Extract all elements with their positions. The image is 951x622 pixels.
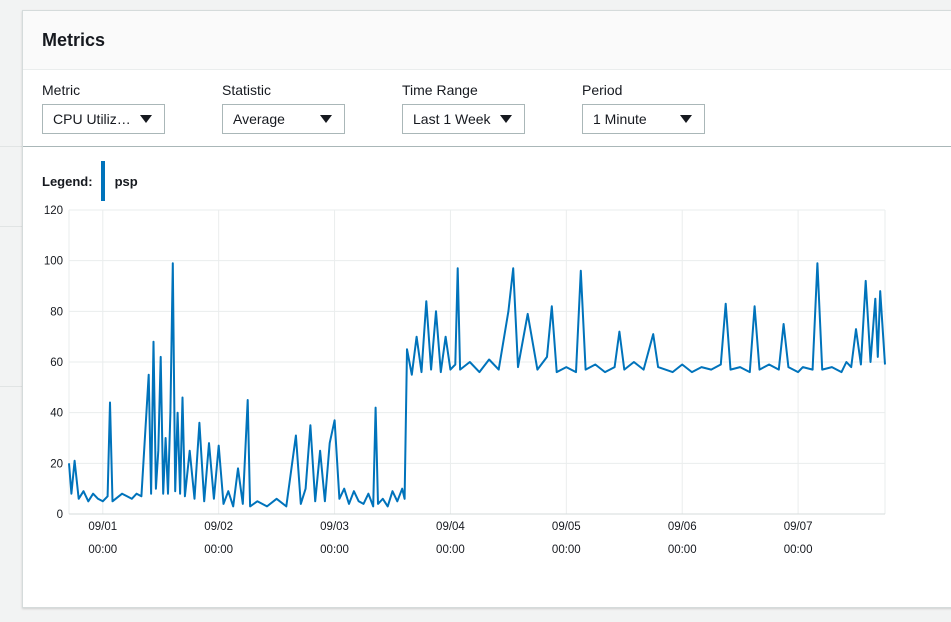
y-tick-label: 80 (50, 306, 63, 318)
x-tick-label-time: 00:00 (204, 544, 233, 556)
y-tick-label: 40 (50, 408, 63, 420)
series-line-psp (68, 262, 886, 508)
period-select[interactable]: 1 Minute (582, 104, 705, 134)
legend-swatch (100, 161, 105, 201)
x-tick-label-date: 09/04 (436, 521, 465, 533)
period-control: Period 1 Minute (582, 82, 705, 134)
legend-label: Legend: (42, 173, 93, 189)
y-tick-label: 20 (50, 458, 63, 470)
panel-header: Metrics (23, 11, 951, 70)
chart-series (68, 262, 886, 508)
panel-title: Metrics (42, 29, 106, 50)
y-tick-label: 0 (57, 509, 63, 521)
x-tick-label-date: 09/02 (204, 521, 233, 533)
time-range-label: Time Range (402, 82, 478, 98)
x-tick-label-date: 09/01 (88, 521, 117, 533)
x-tick-label-time: 00:00 (552, 544, 581, 556)
background-divider (0, 386, 22, 387)
metric-control: Metric CPU Utiliz… (42, 82, 165, 134)
x-axis-ticks: 09/01 00:00 09/02 00:00 09/03 00:00 09/04 00:00… (88, 521, 812, 556)
x-tick-label-date: 09/06 (668, 521, 697, 533)
statistic-control: Statistic Average (222, 82, 345, 134)
metric-controls: Metric CPU Utiliz… Statistic Average Tim… (23, 70, 951, 147)
metric-select[interactable]: CPU Utiliz… (42, 104, 165, 134)
time-range-select-value: Last 1 Week (413, 111, 491, 127)
x-tick-label-time: 00:00 (88, 544, 117, 556)
time-range-select[interactable]: Last 1 Week (402, 104, 525, 134)
y-tick-label: 100 (44, 256, 63, 268)
background-divider (0, 146, 22, 147)
x-tick-label-time: 00:00 (436, 544, 465, 556)
x-tick-label-date: 09/03 (320, 521, 349, 533)
caret-down-icon (320, 115, 332, 123)
chart-grid (68, 209, 886, 515)
statistic-label: Statistic (222, 82, 272, 98)
legend-series-name: psp (114, 173, 138, 189)
y-axis-ticks: 0 20 40 60 80 100 120 (44, 205, 63, 521)
x-tick-label-time: 00:00 (668, 544, 697, 556)
background-divider (0, 226, 22, 227)
caret-down-icon (680, 115, 692, 123)
metric-label: Metric (42, 82, 81, 98)
caret-down-icon (500, 115, 512, 123)
y-tick-label: 120 (44, 205, 63, 217)
metrics-panel: Metrics Metric CPU Utiliz… Statistic Ave… (22, 10, 951, 608)
x-tick-label-date: 09/05 (552, 521, 581, 533)
period-label: Period (582, 82, 623, 98)
time-range-control: Time Range Last 1 Week (402, 82, 525, 134)
caret-down-icon (140, 115, 152, 123)
statistic-select-value: Average (233, 111, 285, 127)
period-select-value: 1 Minute (593, 111, 647, 127)
statistic-select[interactable]: Average (222, 104, 345, 134)
metric-select-value: CPU Utiliz… (53, 111, 131, 127)
y-tick-label: 60 (50, 357, 63, 369)
chart-legend: Legend: psp (42, 161, 138, 201)
x-tick-label-time: 00:00 (320, 544, 349, 556)
x-tick-label-time: 00:00 (784, 544, 813, 556)
x-tick-label-date: 09/07 (784, 521, 813, 533)
